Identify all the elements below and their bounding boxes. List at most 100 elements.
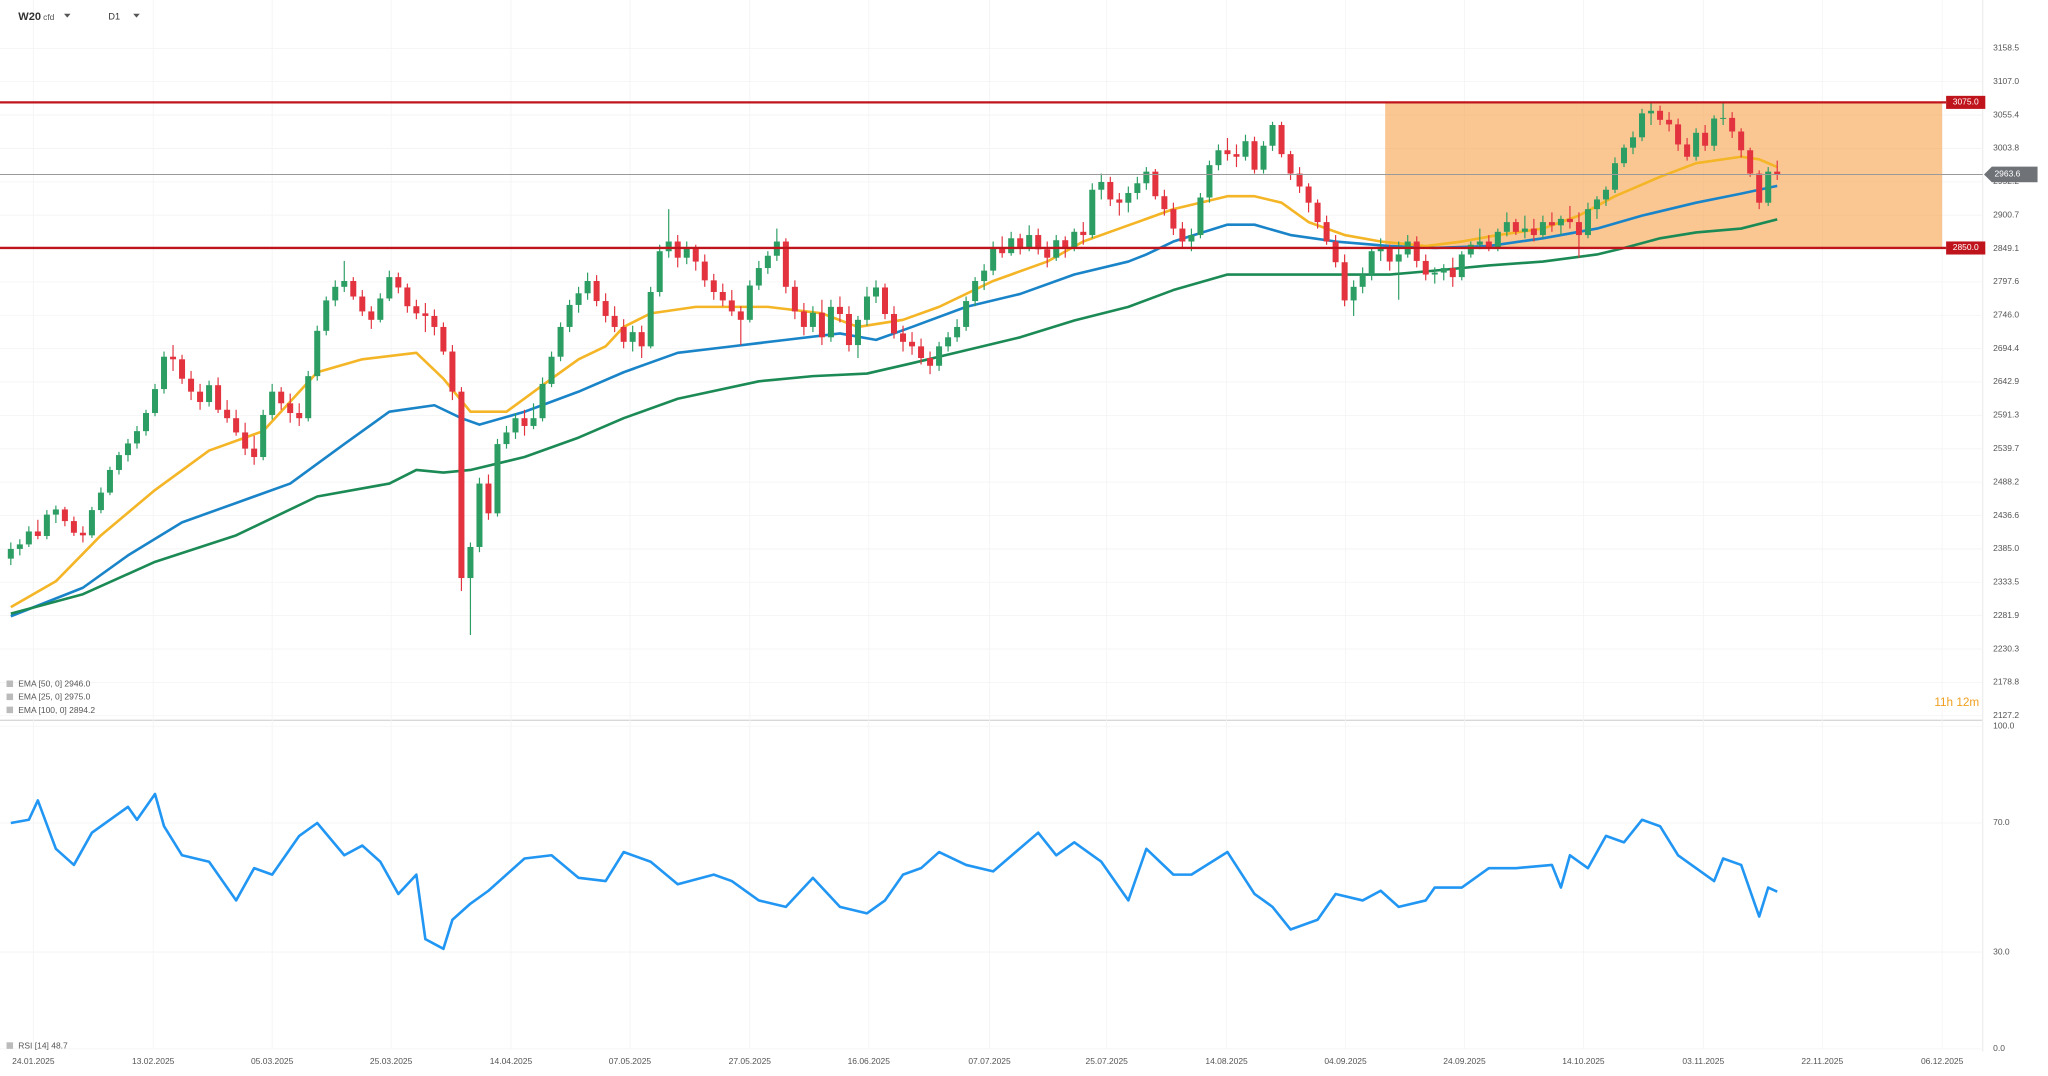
x-tick-label: 22.11.2025 [1801, 1056, 1843, 1066]
candle-body [1143, 171, 1150, 184]
ema-line [10, 155, 1778, 609]
y-tick-label: 2591.3 [1993, 410, 2019, 420]
candle-body [368, 311, 375, 320]
candle-body [43, 514, 50, 536]
candle-body [1711, 118, 1718, 146]
y-tick-label: 0.0 [1993, 1043, 2005, 1053]
candle-body [1684, 144, 1691, 157]
candle-body [981, 270, 988, 281]
candle-body [1702, 132, 1709, 146]
candle-body [1729, 117, 1736, 132]
candle-body [728, 300, 735, 312]
candle-body [260, 414, 267, 458]
x-tick-label: 05.03.2025 [251, 1056, 294, 1066]
candle-body [1242, 141, 1249, 157]
candle-body [845, 313, 852, 346]
candle-body [1107, 181, 1114, 200]
y-tick-label: 3107.0 [1993, 76, 2019, 86]
candle-body [1593, 199, 1600, 210]
candle-body [1260, 145, 1267, 170]
y-tick-label: 2642.9 [1993, 376, 2019, 386]
candle-body [179, 359, 186, 379]
candle-body [782, 241, 789, 287]
symbol[interactable]: W20 [18, 11, 41, 23]
candle-body [638, 332, 645, 347]
candle-body [124, 443, 131, 456]
candle-body [1098, 181, 1105, 190]
candle-body [791, 286, 798, 312]
candle-body [1467, 244, 1474, 255]
candle-body [269, 391, 276, 415]
candle-body [656, 251, 663, 292]
candle-body [377, 298, 384, 320]
x-tick-label: 07.05.2025 [609, 1056, 652, 1066]
level-label-box [1946, 95, 1986, 109]
y-tick-label: 2539.7 [1993, 443, 2019, 453]
candle-body [332, 286, 339, 301]
candle-body [512, 418, 519, 433]
candle-body [1422, 260, 1429, 275]
candle-body [629, 332, 636, 342]
candle-body [1206, 165, 1213, 198]
overlay: 3158.53107.03055.43003.82952.22900.72849… [0, 43, 2038, 1066]
candle-body [494, 444, 501, 514]
candle-body [133, 431, 140, 444]
candle-body [575, 293, 582, 305]
candle-body [242, 432, 249, 449]
x-tick-label: 03.11.2025 [1682, 1056, 1724, 1066]
candle-body [602, 301, 609, 316]
candle-body [1413, 241, 1420, 261]
candle-body [1197, 197, 1204, 236]
candle-body [909, 341, 916, 347]
candle-body [683, 247, 690, 258]
candle-body [1017, 238, 1024, 248]
candle-body [1548, 222, 1555, 226]
candle-body [458, 391, 465, 579]
y-tick-label: 2746.0 [1993, 310, 2019, 320]
candle-body [1557, 218, 1564, 226]
candle-body [1512, 222, 1519, 232]
candle-body [900, 333, 907, 342]
y-tick-label: 2230.3 [1993, 643, 2019, 653]
candle-body [827, 306, 834, 338]
candle-body [1639, 113, 1646, 138]
candle-body [1296, 173, 1303, 187]
candle-body [1224, 150, 1231, 155]
legend-entry: EMA [100, 0] 2894.2 [18, 705, 95, 715]
candle-body [1269, 125, 1276, 146]
candle-body [296, 413, 303, 419]
candle-body [963, 301, 970, 327]
candle-body [1521, 228, 1528, 232]
candle-body [314, 330, 321, 377]
candle-body [1062, 240, 1069, 248]
countdown: 11h 12m [1934, 696, 1979, 709]
candle-body [152, 389, 159, 414]
candle-body [1278, 125, 1285, 155]
dropdown-arrow[interactable] [133, 13, 140, 18]
candle-body [1350, 286, 1357, 301]
y-tick-label: 3003.8 [1993, 143, 2019, 153]
candle-body [945, 337, 952, 347]
candle-body [115, 455, 122, 470]
candle-body [1621, 147, 1628, 164]
candle-body [1071, 231, 1078, 248]
candle-body [936, 346, 943, 366]
candle-body [530, 418, 537, 426]
candle-body [16, 544, 23, 549]
candle-body [1152, 171, 1159, 197]
candle-body [1476, 241, 1483, 245]
y-tick-label: 2900.7 [1993, 209, 2019, 219]
dropdown-arrow[interactable] [64, 13, 71, 18]
legend-icon [6, 706, 14, 714]
candle-body [224, 409, 231, 419]
candle-body [927, 358, 934, 366]
rsi-line [10, 792, 1778, 951]
legend-entry: EMA [25, 0] 2975.0 [18, 692, 90, 702]
candle-body [1539, 222, 1546, 236]
candle-body [1747, 150, 1754, 174]
candle-body [251, 448, 258, 458]
interval[interactable]: D1 [108, 11, 120, 21]
candle-body [161, 356, 168, 390]
